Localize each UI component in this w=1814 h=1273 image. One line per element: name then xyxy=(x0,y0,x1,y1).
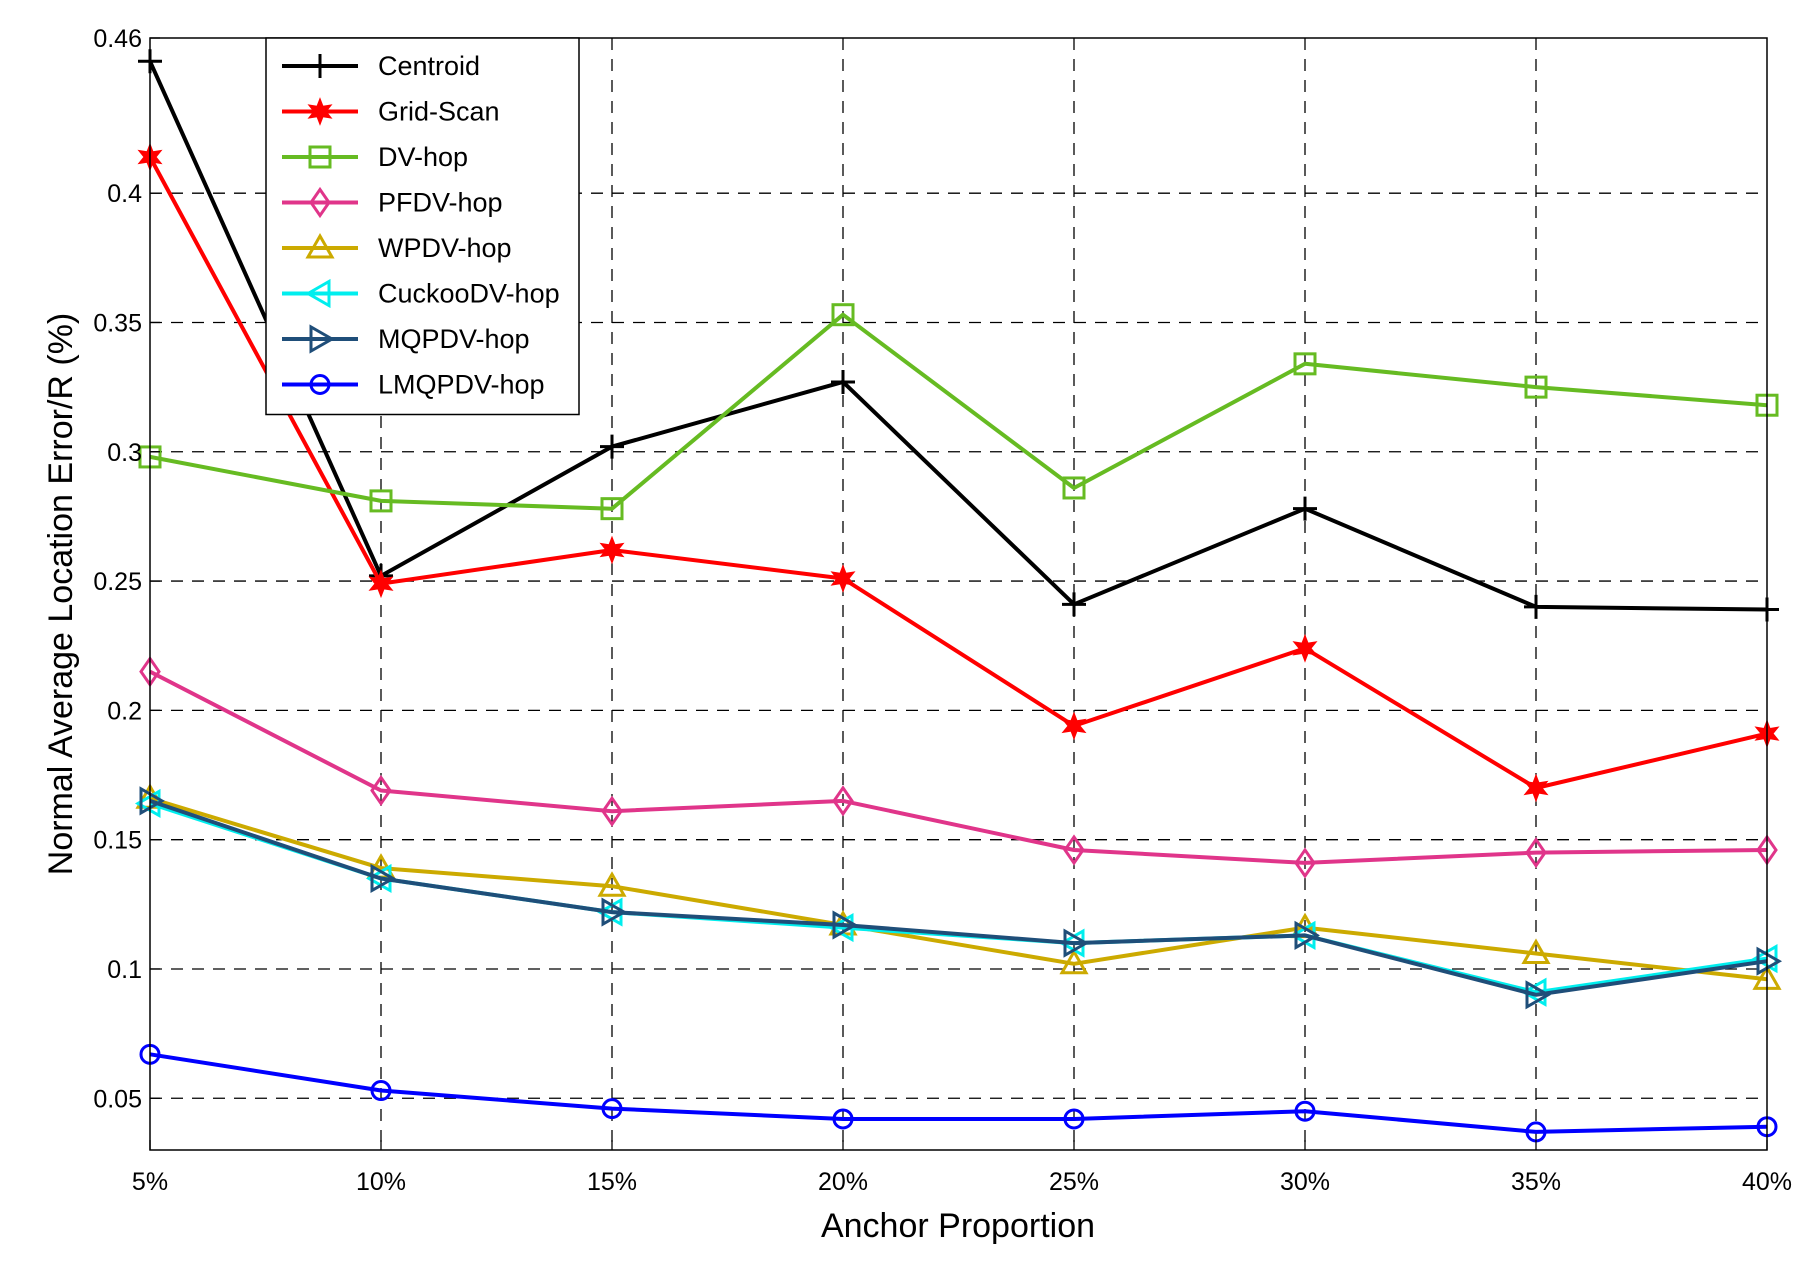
data-point-dv-hop xyxy=(1062,476,1086,500)
data-point-dv-hop xyxy=(600,497,624,521)
legend-entry-grid-scan: Grid-Scan xyxy=(282,97,500,127)
legend-entry-pfdv-hop: PFDV-hop xyxy=(282,186,503,219)
data-point-mqpdv-hop xyxy=(832,910,859,940)
legend-label-cuckoodv-hop: CuckooDV-hop xyxy=(378,279,560,309)
data-point-grid-scan xyxy=(830,564,856,593)
legend-entry-dv-hop: DV-hop xyxy=(282,142,468,172)
y-tick-label: 0.15 xyxy=(93,827,142,855)
x-tick-label: 10% xyxy=(356,1168,406,1196)
y-tick-label: 0.3 xyxy=(107,439,142,467)
data-point-dv-hop xyxy=(1524,375,1548,399)
series-line-pfdv-hop xyxy=(149,669,1768,865)
x-tick-label: 25% xyxy=(1049,1168,1099,1196)
series-layer xyxy=(134,49,1783,1143)
data-point-grid-scan xyxy=(368,569,394,599)
data-point-mqpdv-hop xyxy=(1063,928,1090,958)
legend-marker-centroid xyxy=(308,54,332,78)
data-point-grid-scan xyxy=(1061,711,1087,741)
data-point-mqpdv-hop xyxy=(139,786,166,816)
y-tick-label: 0.46 xyxy=(93,25,142,53)
data-point-dv-hop xyxy=(369,489,393,513)
data-point-pfdv-hop xyxy=(370,774,392,807)
y-tick-label: 0.4 xyxy=(107,180,142,208)
data-point-mqpdv-hop xyxy=(1525,980,1552,1010)
x-tick-label: 30% xyxy=(1280,1168,1330,1196)
data-point-lmqpdv-hop xyxy=(832,1108,854,1130)
legend-marker-pfdv-hop xyxy=(309,186,331,219)
series-line-wpdv-hop xyxy=(149,796,1768,982)
legend-label-pfdv-hop: PFDV-hop xyxy=(378,188,503,218)
data-point-wpdv-hop xyxy=(1059,948,1089,975)
legend-marker-lmqpdv-hop xyxy=(309,374,331,395)
data-point-mqpdv-hop xyxy=(1756,946,1783,976)
data-point-centroid xyxy=(600,434,624,459)
data-point-centroid xyxy=(831,369,855,394)
axis-ticks: 5% 10% 15% 20% 25% 30% 35% 40% 0.05 0.1 0.15 0.2 0.2… xyxy=(93,25,1792,1196)
y-tick-label: 0.05 xyxy=(93,1085,142,1113)
data-point-grid-scan xyxy=(1523,773,1549,803)
legend-entry-centroid: Centroid xyxy=(282,51,480,81)
y-axis-label: Normal Average Location Error/R (%) xyxy=(42,313,80,875)
legend-entry-mqpdv-hop: MQPDV-hop xyxy=(282,324,530,354)
series-line-grid-scan xyxy=(148,156,1768,790)
series-lmqpdv-hop xyxy=(139,1043,1778,1143)
series-mqpdv-hop xyxy=(139,786,1783,1010)
series-line-dv-hop xyxy=(149,312,1768,511)
x-tick-label: 15% xyxy=(587,1168,637,1196)
x-tick-label: 20% xyxy=(818,1168,868,1196)
data-point-mqpdv-hop xyxy=(601,897,628,927)
data-point-wpdv-hop xyxy=(1521,938,1551,964)
data-point-lmqpdv-hop xyxy=(601,1098,623,1120)
data-point-pfdv-hop xyxy=(832,785,854,817)
data-point-pfdv-hop xyxy=(1294,847,1316,879)
data-point-grid-scan xyxy=(599,535,625,565)
legend-entry-lmqpdv-hop: LMQPDV-hop xyxy=(282,370,545,400)
y-tick-label: 0.25 xyxy=(93,568,142,596)
legend-label-centroid: Centroid xyxy=(378,51,480,81)
data-point-grid-scan xyxy=(1292,633,1318,663)
data-point-pfdv-hop xyxy=(1063,834,1085,866)
x-tick-label: 40% xyxy=(1742,1168,1792,1196)
legend-label-wpdv-hop: WPDV-hop xyxy=(378,233,512,263)
legend-label-lmqpdv-hop: LMQPDV-hop xyxy=(378,370,545,400)
data-point-lmqpdv-hop xyxy=(1063,1108,1085,1130)
legend-label-dv-hop: DV-hop xyxy=(378,142,468,172)
data-point-mqpdv-hop xyxy=(370,863,397,894)
legend-marker-grid-scan xyxy=(307,97,333,126)
series-line-lmqpdv-hop xyxy=(149,1052,1768,1134)
legend: Centroid Grid-Scan DV-hop PFDV-hop WPDV-hop C… xyxy=(265,37,580,416)
y-tick-label: 0.1 xyxy=(107,956,142,984)
data-point-centroid xyxy=(1062,592,1086,617)
x-tick-label: 35% xyxy=(1511,1168,1561,1196)
x-axis-label: Anchor Proportion xyxy=(821,1207,1095,1245)
y-tick-label: 0.2 xyxy=(107,697,142,725)
legend-entry-wpdv-hop: WPDV-hop xyxy=(282,232,512,263)
data-point-pfdv-hop xyxy=(601,795,623,827)
x-tick-label: 5% xyxy=(132,1168,168,1196)
legend-marker-wpdv-hop xyxy=(305,232,335,259)
series-line-centroid xyxy=(148,60,1768,612)
data-point-mqpdv-hop xyxy=(1294,920,1321,950)
legend-label-grid-scan: Grid-Scan xyxy=(378,97,500,127)
plot-frame xyxy=(149,37,1768,1151)
legend-marker-dv-hop xyxy=(308,145,332,169)
legend-entry-cuckoodv-hop: CuckooDV-hop xyxy=(282,279,560,309)
data-point-lmqpdv-hop xyxy=(1294,1100,1316,1122)
series-dv-hop xyxy=(138,303,1779,521)
data-point-dv-hop xyxy=(1293,352,1317,376)
legend-marker-mqpdv-hop xyxy=(309,324,336,354)
series-line-mqpdv-hop xyxy=(149,799,1768,997)
y-tick-label: 0.35 xyxy=(93,309,142,337)
legend-box xyxy=(265,37,580,416)
legend-label-mqpdv-hop: MQPDV-hop xyxy=(378,324,530,354)
legend-marker-cuckoodv-hop xyxy=(304,278,331,309)
data-point-centroid xyxy=(1293,496,1317,521)
data-point-centroid xyxy=(1524,594,1548,619)
data-point-dv-hop xyxy=(831,303,855,327)
data-point-lmqpdv-hop xyxy=(370,1080,392,1102)
data-point-pfdv-hop xyxy=(1525,836,1547,869)
data-point-wpdv-hop xyxy=(597,871,627,897)
